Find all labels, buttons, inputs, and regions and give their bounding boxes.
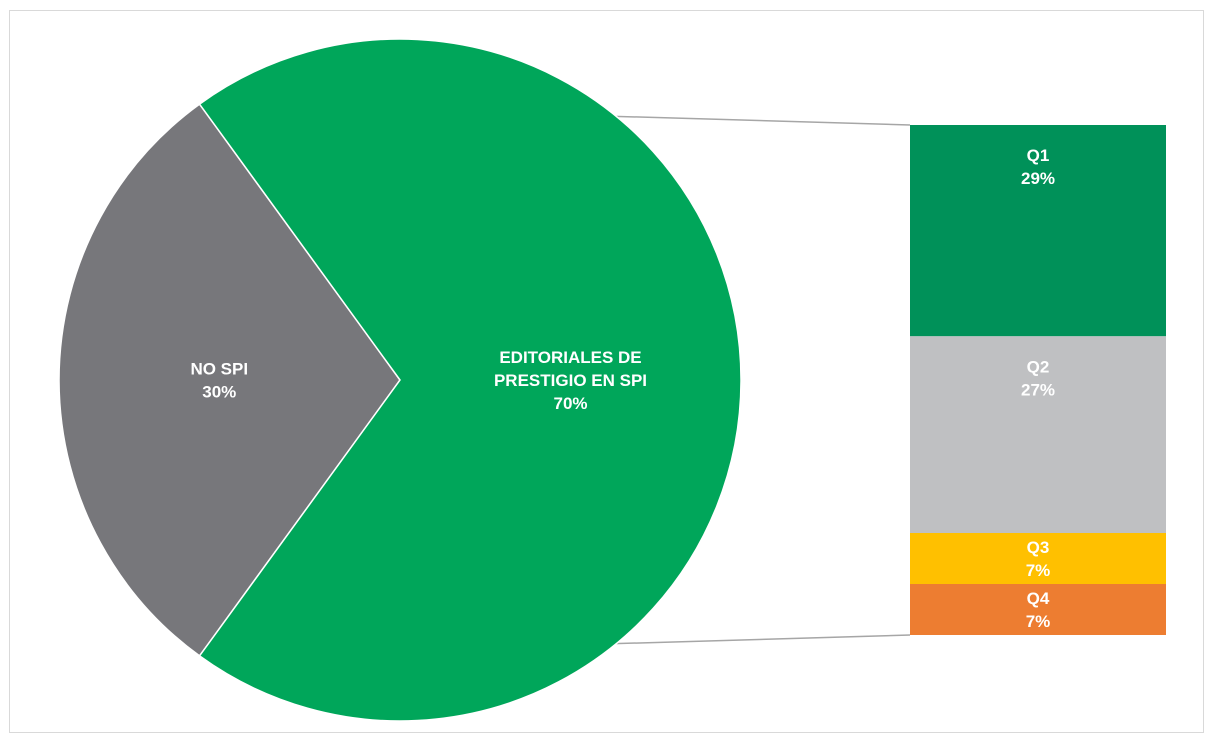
bar-segment-q2 bbox=[910, 336, 1166, 533]
bar-label-q1: Q1 bbox=[1027, 146, 1050, 165]
bar-label-q1: 29% bbox=[1021, 169, 1055, 188]
bar-label-q2: 27% bbox=[1021, 380, 1055, 399]
pie-label-editoriales: PRESTIGIO EN SPI bbox=[494, 371, 647, 390]
pie bbox=[58, 38, 742, 722]
pie-label-no-spi: NO SPI bbox=[190, 360, 248, 379]
bar-label-q4: 7% bbox=[1026, 612, 1051, 631]
data-labels: NO SPI 30% EDITORIALES DE PRESTIGIO EN SPI 7… bbox=[190, 146, 1055, 631]
pie-label-editoriales: EDITORIALES DE bbox=[499, 348, 641, 367]
pie-slice-editoriales bbox=[198, 38, 742, 722]
bar-segment-q3 bbox=[910, 533, 1166, 584]
bar-segment-q4 bbox=[910, 584, 1166, 635]
pie-slice-no-spi bbox=[58, 103, 401, 657]
bar-label-q2: Q2 bbox=[1027, 357, 1050, 376]
bar-label-q3: 7% bbox=[1026, 561, 1051, 580]
pie-label-no-spi: 30% bbox=[202, 383, 236, 402]
bar-segment-q1 bbox=[910, 125, 1166, 337]
bar-label-q3: Q3 bbox=[1027, 538, 1050, 557]
stacked-bar bbox=[910, 125, 1166, 635]
pie-label-editoriales: 70% bbox=[553, 394, 587, 413]
bar-label-q4: Q4 bbox=[1027, 589, 1050, 608]
